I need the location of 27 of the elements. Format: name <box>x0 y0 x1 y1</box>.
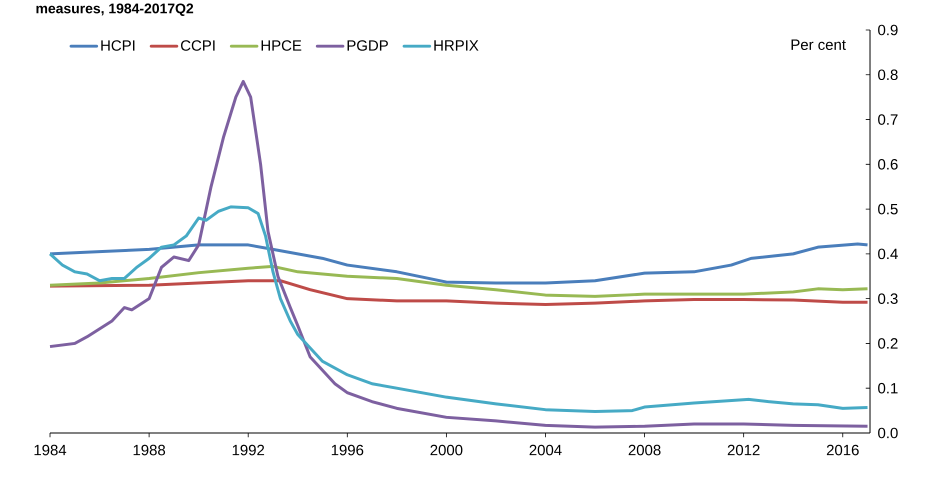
y-tick-label: 0.8 <box>878 69 898 80</box>
x-tick-label: 1996 <box>332 444 364 456</box>
legend-label: HPCE <box>262 40 302 51</box>
y-tick-label: 0.2 <box>878 338 898 349</box>
x-tick-label: 1988 <box>134 444 166 456</box>
y-tick-label: 0.6 <box>878 159 898 170</box>
y-tick-label: 0.7 <box>878 114 898 125</box>
y-axis-title: Per cent <box>792 40 846 50</box>
y-tick-label: 0.4 <box>878 248 898 260</box>
y-tick-label: 0.3 <box>878 293 898 304</box>
y-tick-label: 0.5 <box>878 204 898 214</box>
legend-label: HRPIX <box>434 40 478 51</box>
legend-label: CCPI <box>181 40 215 51</box>
x-tick-label: 1992 <box>232 444 264 456</box>
legend-label: PGDP <box>348 40 388 51</box>
y-tick-label: 0.1 <box>878 382 898 394</box>
y-tick-label: 0.0 <box>878 428 898 438</box>
x-tick-label: 2008 <box>628 444 661 456</box>
x-tick-label: 1984 <box>34 444 66 456</box>
x-tick-label: 2004 <box>530 444 562 456</box>
x-tick-label: 2000 <box>430 444 462 456</box>
line-series <box>48 242 870 284</box>
legend-label: HCPI <box>101 40 134 51</box>
x-tick-label: 2016 <box>826 444 859 456</box>
x-tick-label: 2012 <box>728 444 760 456</box>
y-tick-label: 0.9 <box>878 24 898 36</box>
chart-title: measures, 1984-2017Q2 <box>36 4 194 16</box>
